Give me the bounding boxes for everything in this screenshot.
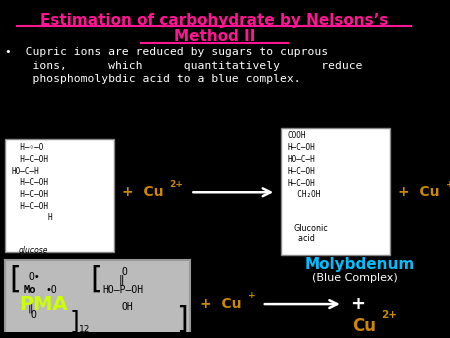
Text: (Blue Complex): (Blue Complex) [312,273,398,283]
Text: Gluconic
  acid: Gluconic acid [293,224,328,243]
Text: PMA: PMA [19,295,68,314]
Text: ‖: ‖ [119,275,125,285]
Text: •  Cupric ions are reduced by sugars to cuprous
    ions,      which      quanti: • Cupric ions are reduced by sugars to c… [5,47,362,84]
Text: O: O [31,310,36,320]
Text: O: O [122,267,128,277]
Text: COOH
H—C—OH
HO—C—H
H—C—OH
H—C—OH
  CH₂OH: COOH H—C—OH HO—C—H H—C—OH H—C—OH CH₂OH [288,131,320,199]
Text: +  Cu: + Cu [398,185,440,199]
Text: Method II: Method II [174,29,255,44]
Text: Mo: Mo [24,286,36,295]
Text: ]: ] [176,305,188,334]
Text: +: + [248,291,255,300]
Text: •O: •O [46,286,58,295]
Text: Estimation of carbohydrate by Nelsons’s: Estimation of carbohydrate by Nelsons’s [40,13,388,28]
Text: HO—P—OH: HO—P—OH [103,286,144,295]
Bar [281,127,390,255]
Text: 12: 12 [79,325,90,335]
Text: +: + [351,295,365,313]
Bar [5,139,114,252]
Bar [5,260,190,338]
Text: +: + [446,180,450,189]
Text: ‖: ‖ [27,302,33,313]
Text: [: [ [9,265,22,294]
Text: Molybdenum: Molybdenum [305,257,415,272]
Text: +  Cu: + Cu [122,185,163,199]
Text: ]: ] [69,310,79,334]
Text: H—◦—O
  H—C—OH
HO—C—H
  H—C—OH
  H—C—OH
  H—C—OH
        H: H—◦—O H—C—OH HO—C—H H—C—OH H—C—OH H—C—OH… [11,143,53,222]
Text: 2+: 2+ [170,180,183,189]
Text: glucose: glucose [19,246,49,255]
Text: OH: OH [122,302,134,312]
Text: +  Cu: + Cu [200,297,242,311]
Text: O•: O• [28,272,40,282]
Text: Cu: Cu [352,317,376,335]
Text: 2+: 2+ [381,310,397,320]
Text: [: [ [90,265,102,294]
